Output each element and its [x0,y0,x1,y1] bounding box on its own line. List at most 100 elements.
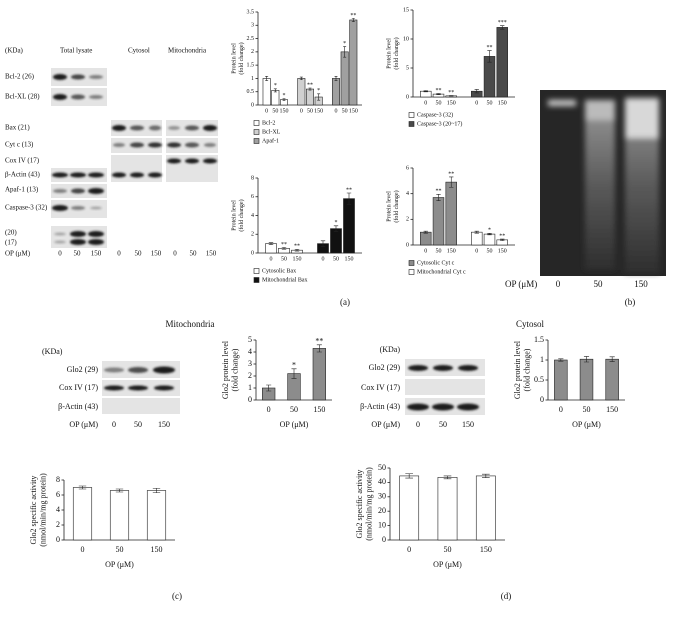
y-tick-label: 0.5 [534,375,544,384]
x-tick-label: 150 [314,108,323,114]
x-axis-label: OP (μM) [280,420,309,429]
bar [340,51,349,106]
y-tick-label: 4 [56,505,60,514]
y-tick-label: 6 [56,490,60,499]
y-axis-label: Protein level [386,191,392,222]
blot-image [51,68,218,248]
x-tick-label: 0 [267,405,271,414]
panel-title: Mitochondria [166,319,215,329]
error-bar [449,95,454,97]
x-tick-label: 50 [281,256,287,262]
error-bar [405,473,413,479]
significance: *** [498,20,507,26]
blot-row-label: Cox IV (17) [5,157,40,165]
y-tick-label: 5 [406,65,409,71]
significance: ** [350,13,356,19]
error-bar [443,475,452,480]
significance: ** [436,88,442,94]
error-bar [316,344,322,353]
error-bar [308,87,312,91]
error-bar [436,93,441,95]
bar [605,358,619,401]
error-bar [558,358,564,362]
x-tick-label: 150 [480,545,492,554]
dose-label: OP (μM) [371,420,400,429]
blot-row-label: Caspase-3 (32) [5,204,48,212]
y-tick-label: 2.5 [247,36,255,42]
blot-row-label: Bcl-2 (26) [5,73,35,81]
bar [349,19,358,106]
bar [109,490,130,541]
x-tick-label: 0 [475,248,478,254]
y-axis-label: (fold change) [393,37,400,69]
bar [579,358,594,401]
blot-row-label: Cox IV (17) [59,383,98,392]
error-bar [500,25,505,30]
y-tick-label: 0 [540,395,544,404]
legend-label: Cytosolic Bax [262,268,296,274]
y-tick-label: 3 [251,23,254,29]
y-tick-label: 2 [251,49,254,55]
significance: * [335,220,338,226]
y-tick-label: 1.5 [247,63,255,69]
significance: * [343,41,346,47]
y-tick-label: 8 [56,475,60,484]
dose: 50 [134,420,142,429]
error-bar [291,368,297,379]
significance: ** [346,187,352,193]
significance: * [317,88,320,94]
y-tick-label: 0 [251,102,254,108]
x-tick-label: 0 [322,256,325,262]
y-tick-label: 1 [540,355,544,364]
x-tick-label: 50 [116,545,124,554]
x-tick-label: 150 [313,405,325,414]
error-bar [281,247,287,250]
error-bar [282,98,286,102]
y-tick-label: 4 [248,347,252,356]
legend-label: Mitochondrial Cyt c [417,269,466,275]
error-bar [482,473,490,478]
dose: 150 [462,420,474,429]
blot-unit: (KDa) [380,345,401,354]
bar [72,487,93,541]
significance: ** [315,337,323,346]
significance: * [274,83,277,89]
blot-d: Cytosol (KDa) Glo2 (29) Cox IV (17) β-Ac… [360,319,544,429]
legend-swatch [253,277,260,283]
y-axis-label: Protein level [231,43,237,74]
x-tick-label: 0 [265,108,268,114]
error-bar [266,384,272,392]
error-bar [436,194,441,202]
legend-swatch [253,138,260,144]
blot-row-label: Bax (21) [5,124,30,132]
y-tick-label: 0 [406,242,409,248]
x-tick-label: 150 [498,100,507,106]
x-tick-label: 50 [342,108,348,114]
legend-label: Caspase-3 (20~17) [417,120,462,127]
error-bar [583,356,590,363]
error-bar [265,76,269,81]
x-tick-label: 0 [81,545,85,554]
bar [146,490,167,541]
gel-b: OP (μM) 0 50 150 [505,90,666,289]
bar [297,78,306,106]
x-tick-label: 0 [424,248,427,254]
panel-label: (a) [340,297,350,307]
blot-header: Mitochondria [168,47,207,55]
error-bar [343,46,347,58]
error-bar [449,176,454,188]
x-tick-label: 0 [270,256,273,262]
dose: 50 [190,250,198,258]
significance: ** [448,90,454,96]
error-bar [273,88,277,93]
significance: ** [307,82,313,88]
dose: 0 [117,250,121,258]
blot-row-label: (17) [5,239,17,247]
y-axis-label: (nmol/min/mg protein) [364,467,373,541]
dose: 150 [91,250,102,258]
y-tick-label: 10 [378,520,386,529]
blot-row-label: (20) [5,229,17,237]
legend-swatch [408,121,415,127]
bar [312,348,326,401]
x-tick-label: 150 [606,405,618,414]
